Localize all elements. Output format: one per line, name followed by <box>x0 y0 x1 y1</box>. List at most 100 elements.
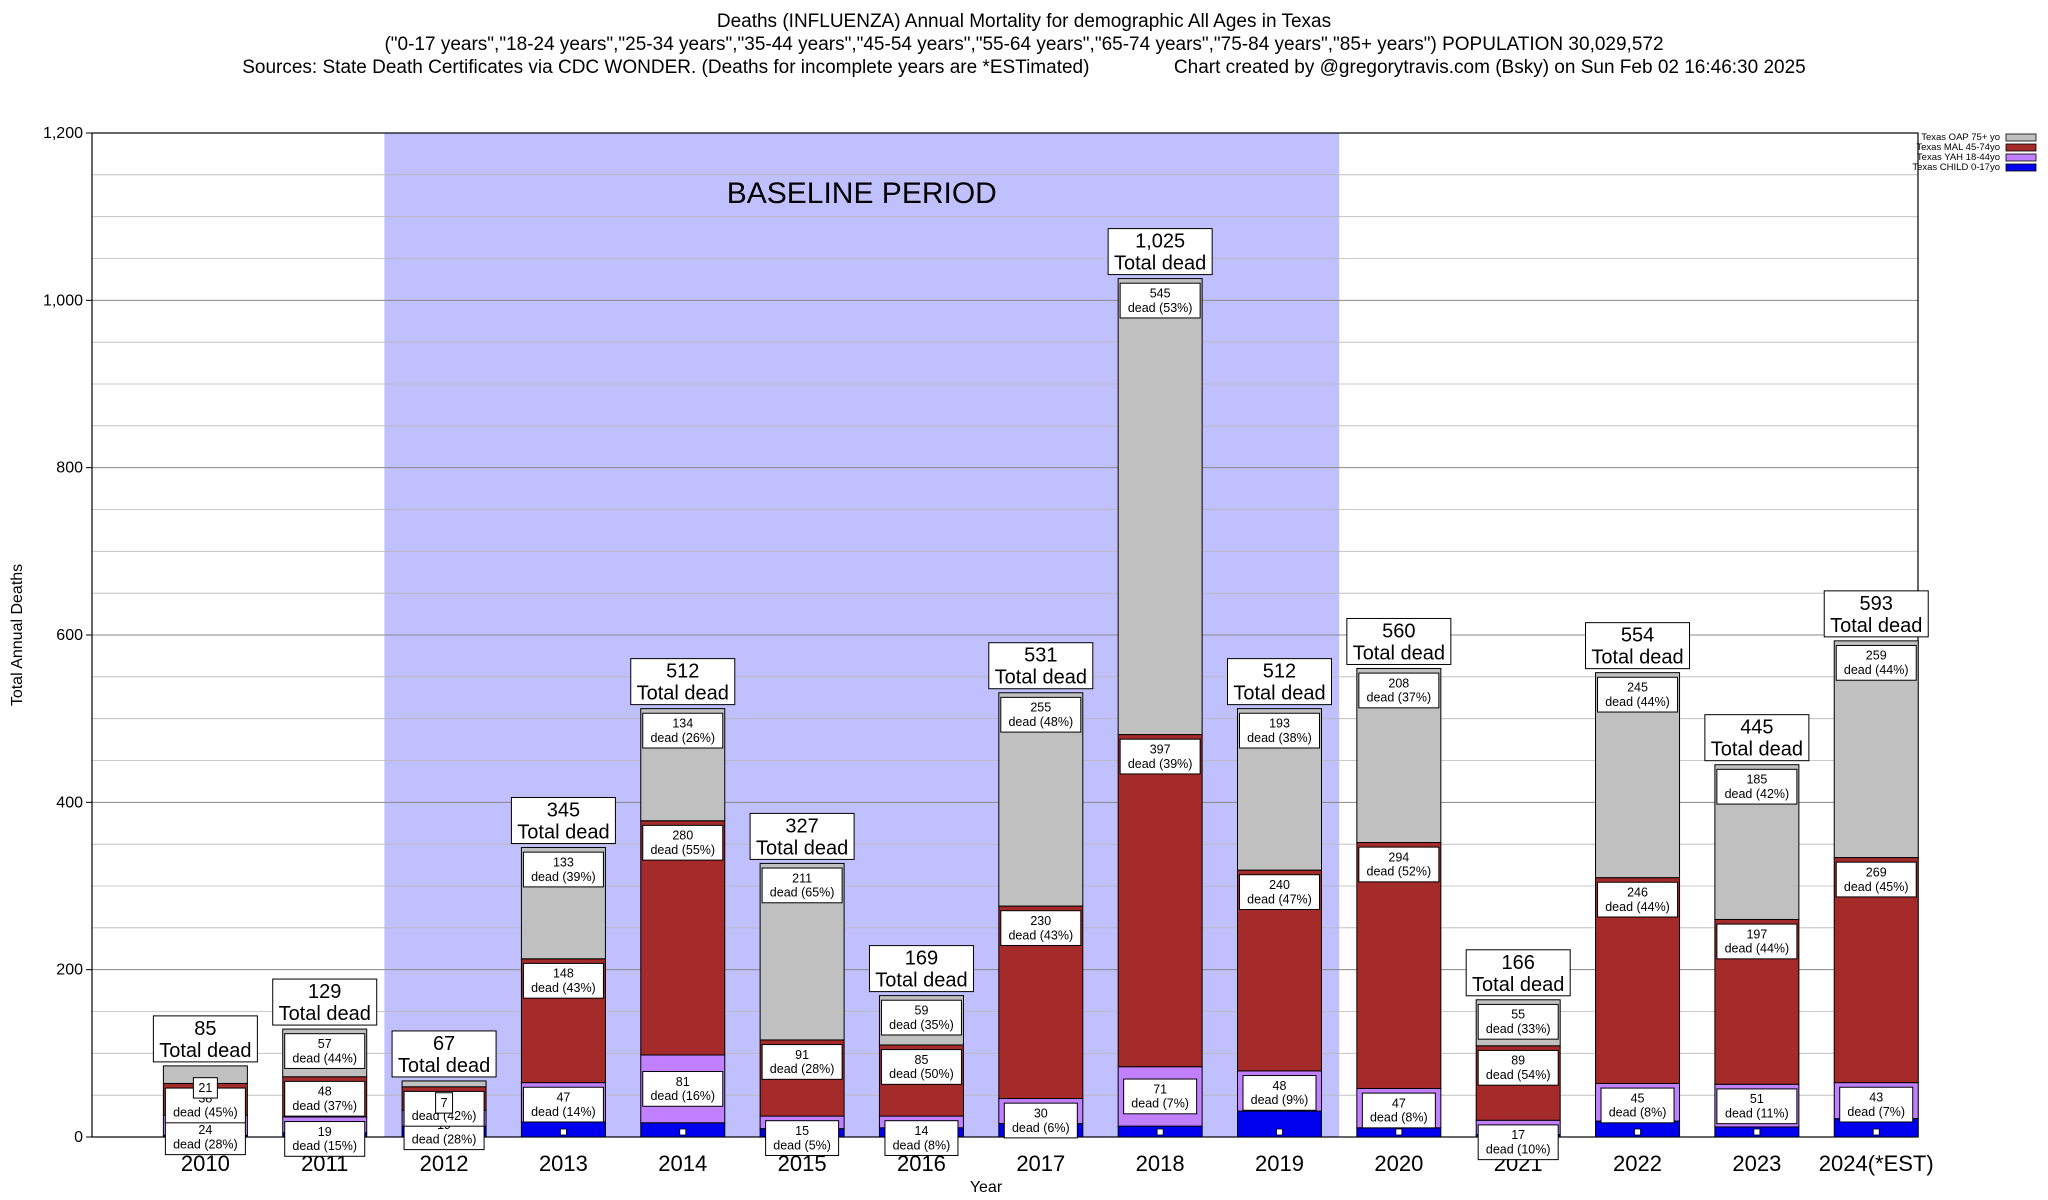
label-box <box>435 1092 454 1114</box>
label-text: 19 <box>318 1125 332 1139</box>
x-tick-label: 2022 <box>1613 1151 1662 1176</box>
total-number: 512 <box>1263 661 1296 683</box>
legend-swatch <box>2005 143 2037 152</box>
total-number: 512 <box>666 661 699 683</box>
y-tick-label: 400 <box>56 794 83 811</box>
label-text: 14 <box>915 1124 929 1138</box>
x-tick-label: 2023 <box>1732 1151 1781 1176</box>
label-text: 269 <box>1866 865 1887 879</box>
legend-label: Texas MAL 45-74yo <box>1916 142 2000 153</box>
label-box <box>1003 1102 1078 1139</box>
label-text: dead (10%) <box>1486 1143 1551 1157</box>
label-box <box>1477 1049 1559 1086</box>
total-box <box>1704 714 1810 762</box>
bar-stack-2018 <box>1117 278 1203 1138</box>
baseline-period-label: BASELINE PERIOD <box>727 177 997 210</box>
label-box <box>1242 1075 1317 1111</box>
total-suffix: Total dead <box>995 667 1087 689</box>
label-text: dead (50%) <box>889 1067 954 1081</box>
label-box <box>1238 874 1320 910</box>
label-box <box>1358 672 1440 709</box>
label-text: 255 <box>1030 701 1051 715</box>
label-text: dead (45%) <box>173 1106 238 1120</box>
label-text: dead (39%) <box>531 870 596 884</box>
label-box <box>1716 768 1798 805</box>
label-text: dead (28%) <box>412 1132 477 1146</box>
x-tick-label: 2024(*EST) <box>1819 1151 1934 1176</box>
label-text: 240 <box>1269 878 1290 892</box>
y-tick-label: 600 <box>56 627 83 644</box>
total-suffix: Total dead <box>875 970 967 992</box>
total-suffix: Total dead <box>1114 253 1206 275</box>
label-text: 208 <box>1388 676 1409 690</box>
label-text: 57 <box>318 1037 332 1051</box>
label-text: 89 <box>1511 1054 1525 1068</box>
label-text: dead (7%) <box>1847 1105 1905 1119</box>
legend-label: Texas YAH 18-44yo <box>1917 152 2000 163</box>
label-text: 48 <box>318 1085 332 1099</box>
y-tick-label: 200 <box>56 962 83 979</box>
label-text: dead (28%) <box>173 1137 238 1151</box>
legend-swatch <box>2005 163 2037 172</box>
label-text: dead (8%) <box>1609 1106 1667 1120</box>
bar-base-marker <box>1753 1128 1761 1136</box>
label-box <box>1716 1088 1798 1125</box>
label-text: 280 <box>672 829 693 843</box>
label-box <box>880 1049 962 1085</box>
total-number: 445 <box>1740 717 1773 739</box>
total-suffix: Total dead <box>517 822 609 844</box>
label-box <box>1123 1078 1198 1115</box>
label-text: 134 <box>672 717 693 731</box>
label-text: dead (44%) <box>1725 942 1790 956</box>
label-box <box>642 1071 724 1107</box>
chart-header: Deaths (INFLUENZA) Annual Mortality for … <box>0 10 2048 79</box>
label-box <box>284 1121 366 1157</box>
label-text: 193 <box>1269 717 1290 731</box>
total-box <box>1823 590 1929 638</box>
label-text: dead (33%) <box>1486 1022 1551 1036</box>
total-box <box>868 945 974 993</box>
label-text: dead (9%) <box>1251 1093 1309 1107</box>
label-text: 51 <box>1750 1092 1764 1106</box>
label-text: 47 <box>1392 1096 1406 1110</box>
label-text: dead (35%) <box>889 1018 954 1032</box>
label-box <box>1119 282 1201 319</box>
label-text: 294 <box>1388 850 1409 864</box>
label-box <box>884 1120 959 1156</box>
total-number: 531 <box>1024 645 1057 667</box>
label-text: 133 <box>553 855 574 869</box>
total-suffix: Total dead <box>1591 647 1683 669</box>
legend-label: Texas OAP 75+ yo <box>1921 132 2000 143</box>
total-suffix: Total dead <box>1353 642 1445 664</box>
total-box <box>1585 622 1691 670</box>
total-box <box>1226 658 1332 706</box>
label-text: dead (7%) <box>1131 1097 1189 1111</box>
label-text: dead (26%) <box>650 731 715 745</box>
label-box <box>1361 1092 1436 1129</box>
bar-base-marker <box>679 1128 687 1136</box>
total-number: 327 <box>785 815 818 837</box>
bar-base-marker <box>1872 1128 1880 1136</box>
label-text: dead (39%) <box>1128 757 1193 771</box>
legend-label: Texas CHILD 0-17yo <box>1912 162 2000 173</box>
total-number: 554 <box>1621 625 1654 647</box>
label-box <box>1477 1003 1559 1040</box>
label-text: 230 <box>1030 914 1051 928</box>
label-box <box>284 1033 366 1069</box>
